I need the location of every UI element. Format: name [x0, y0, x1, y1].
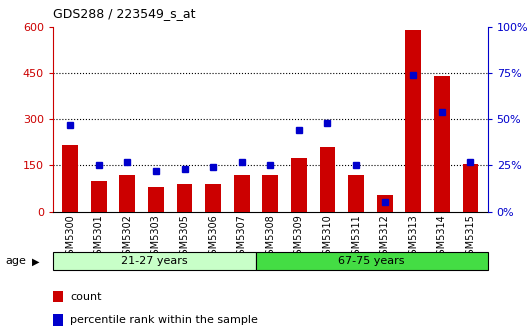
Bar [405, 30, 421, 212]
Text: ▶: ▶ [32, 256, 39, 266]
Text: percentile rank within the sample: percentile rank within the sample [70, 315, 258, 325]
Text: 67-75 years: 67-75 years [339, 256, 405, 266]
Bar [262, 175, 278, 212]
Text: age: age [5, 256, 26, 266]
Bar [377, 195, 393, 212]
Bar [291, 158, 307, 212]
Text: 21-27 years: 21-27 years [121, 256, 188, 266]
Bar [434, 76, 450, 212]
Bar [234, 175, 250, 212]
Bar [463, 164, 478, 212]
Bar [63, 145, 78, 212]
Bar [320, 147, 335, 212]
Bar [119, 175, 135, 212]
Bar [256, 252, 488, 270]
Bar [91, 181, 107, 212]
Bar [348, 175, 364, 212]
Bar [205, 184, 221, 212]
Bar [176, 184, 192, 212]
Bar [148, 187, 164, 212]
Text: GDS288 / 223549_s_at: GDS288 / 223549_s_at [53, 7, 196, 20]
Bar [53, 252, 256, 270]
Text: count: count [70, 292, 102, 301]
